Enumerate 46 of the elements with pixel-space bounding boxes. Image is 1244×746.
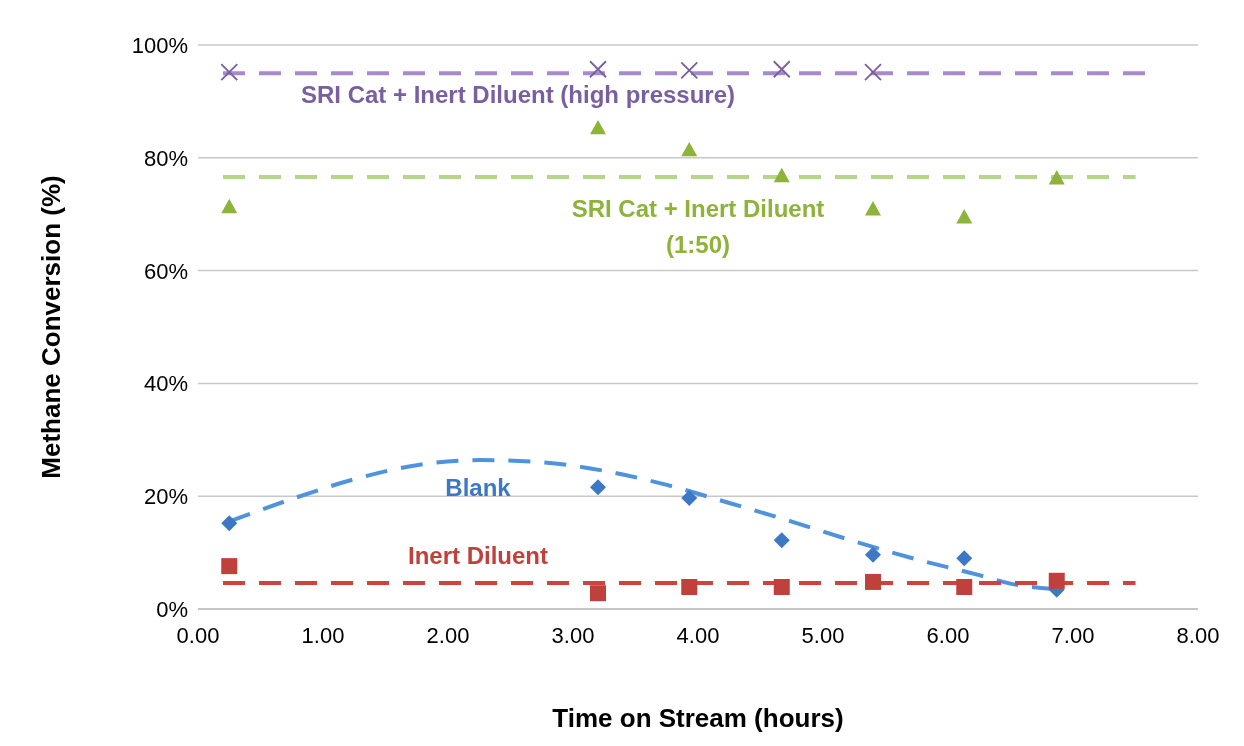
point	[681, 489, 698, 506]
point	[589, 60, 607, 79]
y-tick-label: 40%	[143, 371, 188, 397]
point	[773, 579, 790, 595]
y-tick-label: 60%	[143, 258, 188, 284]
point	[865, 201, 881, 216]
x-tick-label: 3.00	[551, 623, 595, 648]
x-tick-label: 7.00	[1051, 623, 1095, 648]
point	[221, 558, 238, 575]
x-axis-title: Time on Stream (hours)	[552, 703, 844, 733]
point	[221, 198, 238, 214]
point	[865, 546, 881, 563]
series-label: SRI Cat + Inert Diluent (1:50)	[571, 194, 825, 258]
point	[681, 579, 698, 595]
point	[1048, 572, 1065, 589]
x-tick-label: 2.00	[426, 623, 470, 648]
point	[1048, 170, 1065, 185]
y-tick-label: 0%	[156, 597, 188, 622]
point	[221, 515, 238, 532]
y-tick-label: 80%	[143, 145, 188, 171]
y-tick-label: 20%	[143, 484, 188, 510]
point	[956, 209, 973, 224]
series-label: Inert Diluent	[407, 541, 549, 569]
point	[864, 63, 882, 81]
point	[772, 60, 791, 79]
text: Blank	[445, 474, 512, 502]
x-tick-label: 6.00	[926, 623, 970, 648]
y-tick-label: 100%	[131, 33, 188, 58]
point	[956, 579, 973, 595]
x-tick-label: 5.00	[801, 623, 845, 648]
series-label: SRI Cat + Inert Diluent (high pressure)	[300, 81, 736, 109]
point	[590, 119, 606, 135]
point	[956, 550, 973, 567]
x-tick-label: 8.00	[1176, 623, 1220, 648]
x-tick-label: 1.00	[301, 623, 345, 648]
x-tick-label: 0.00	[176, 623, 220, 648]
point	[681, 141, 698, 157]
point	[680, 61, 699, 80]
point	[220, 63, 239, 81]
point	[865, 573, 881, 590]
point	[590, 479, 606, 496]
x-tick-label: 4.00	[676, 623, 720, 648]
y-axis-title: Methane Conversion (%)	[36, 175, 66, 479]
point	[773, 167, 790, 183]
point	[773, 532, 790, 549]
point	[590, 585, 606, 602]
